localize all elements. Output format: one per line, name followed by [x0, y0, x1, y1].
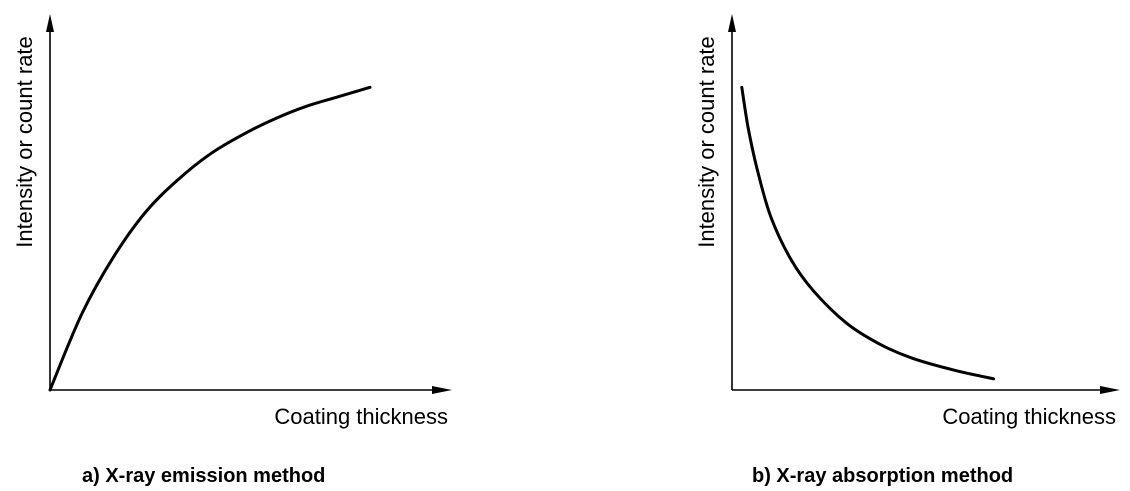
panel-b-y-axis-arrow	[728, 14, 736, 32]
panel-a-x-axis-label: Coating thickness	[274, 404, 448, 429]
panel-a-caption: a) X-ray emission method	[82, 465, 325, 487]
panel-b-x-axis-arrow	[1100, 386, 1120, 394]
panel-b-x-axis-label: Coating thickness	[942, 404, 1116, 429]
panel-a-y-axis-arrow	[46, 14, 54, 32]
panel-b-curve	[740, 85, 996, 381]
panel-b-caption: b) X-ray absorption method	[752, 465, 1013, 487]
panel-a-y-axis-label: Intensity or count rate	[12, 36, 37, 248]
panel-b-y-axis-label: Intensity or count rate	[694, 36, 719, 248]
panel-a-emission: Coating thickness Intensity or count rat…	[12, 14, 452, 487]
panel-b-absorption: Coating thickness Intensity or count rat…	[694, 14, 1120, 487]
panel-a-curve	[48, 85, 372, 392]
panel-a-x-axis-arrow	[432, 386, 452, 394]
